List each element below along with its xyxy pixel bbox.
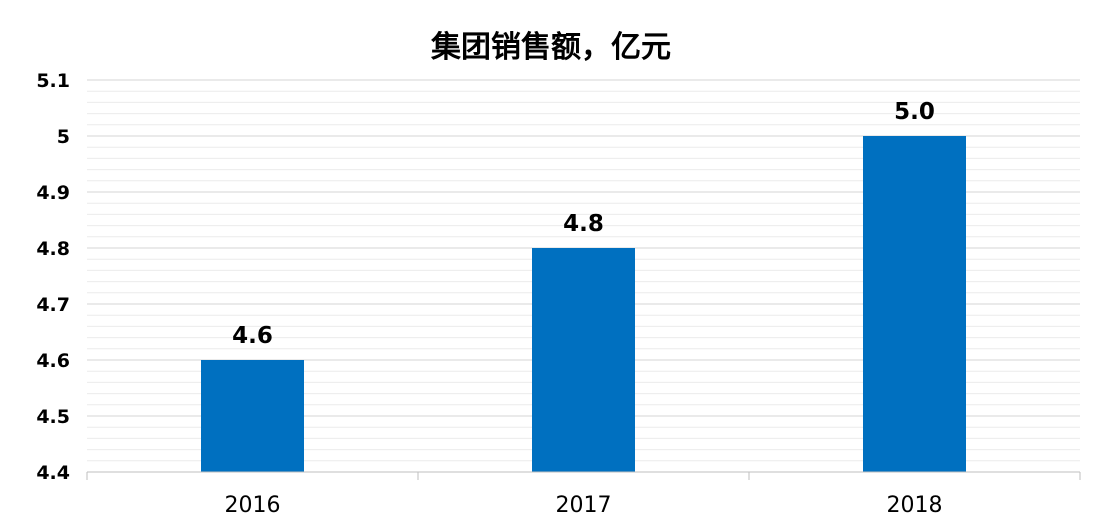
- category-label-2017: 2017: [556, 493, 612, 518]
- chart-title: 集团销售额，亿元: [431, 30, 671, 65]
- y-tick-label: 5: [57, 126, 70, 148]
- y-tick-label: 5.1: [36, 70, 70, 92]
- data-label-2017: 4.8: [563, 211, 604, 237]
- y-tick-label: 4.6: [36, 350, 70, 372]
- y-tick-label: 4.8: [36, 238, 70, 260]
- y-axis-tick-labels: 4.4 4.5 4.6 4.7 4.8 4.9 5 5.1: [36, 70, 70, 484]
- y-tick-label: 4.9: [36, 182, 70, 204]
- data-labels: 4.6 4.8 5.0: [232, 99, 935, 349]
- category-label-2016: 2016: [225, 493, 281, 518]
- y-tick-label: 4.4: [36, 462, 70, 484]
- y-tick-label: 4.7: [36, 294, 70, 316]
- data-label-2016: 4.6: [232, 323, 273, 349]
- x-axis: [86, 471, 1081, 480]
- bars: [201, 136, 966, 472]
- data-label-2018: 5.0: [894, 99, 935, 125]
- x-axis-category-labels: 2016 2017 2018: [225, 493, 943, 518]
- category-label-2018: 2018: [887, 493, 943, 518]
- bar-2018: [863, 136, 966, 472]
- bar-2017: [532, 248, 635, 472]
- y-tick-label: 4.5: [36, 406, 70, 428]
- bar-2016: [201, 360, 304, 472]
